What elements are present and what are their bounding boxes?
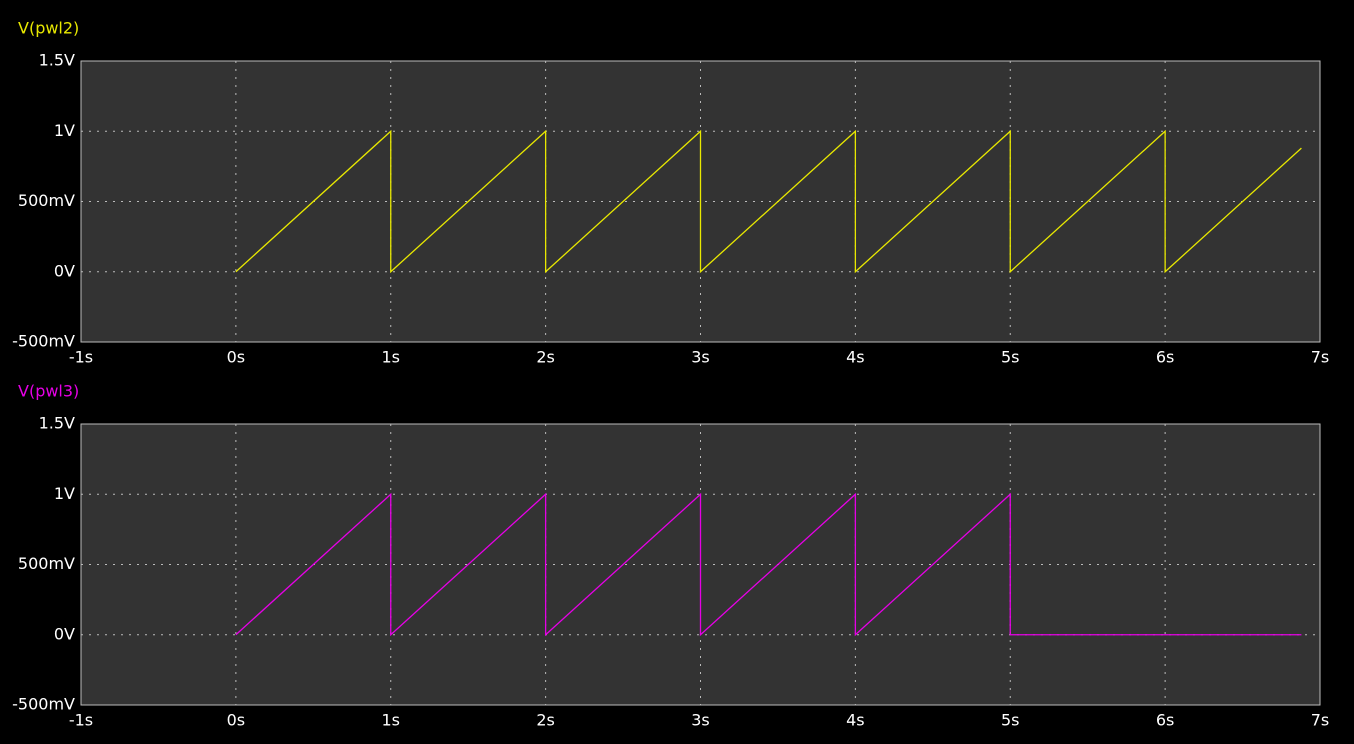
y-tick-label: 0V	[54, 624, 75, 643]
y-tick-label: 0V	[54, 261, 75, 280]
trace	[235, 492, 1302, 637]
y-tick-label: 500mV	[18, 191, 75, 210]
y-tick-label: 1V	[54, 121, 75, 140]
y-tick-label: -500mV	[12, 332, 75, 351]
x-tick-label: 2s	[536, 711, 555, 730]
x-tick-label: 3s	[691, 711, 710, 730]
x-tick-label: 7s	[1311, 348, 1330, 367]
x-tick-label: 1s	[381, 711, 400, 730]
x-tick-label: 3s	[691, 348, 710, 367]
x-tick-label: 6s	[1156, 711, 1175, 730]
x-tick-label: -1s	[69, 348, 93, 367]
trace-label: V(pwl3)	[18, 382, 79, 401]
x-tick-label: 0s	[227, 348, 246, 367]
x-tick-label: 1s	[381, 348, 400, 367]
x-tick-label: -1s	[69, 711, 93, 730]
y-tick-label: -500mV	[12, 695, 75, 714]
x-tick-label: 5s	[1001, 348, 1020, 367]
y-tick-label: 1V	[54, 484, 75, 503]
y-tick-label: 1.5V	[39, 414, 75, 433]
x-tick-label: 4s	[846, 711, 865, 730]
y-tick-label: 1.5V	[39, 51, 75, 70]
y-tick-label: 500mV	[18, 554, 75, 573]
x-tick-label: 7s	[1311, 711, 1330, 730]
x-tick-label: 5s	[1001, 711, 1020, 730]
x-tick-label: 4s	[846, 348, 865, 367]
x-tick-label: 6s	[1156, 348, 1175, 367]
x-tick-label: 0s	[227, 711, 246, 730]
x-tick-label: 2s	[536, 348, 555, 367]
trace	[235, 129, 1302, 274]
trace-label: V(pwl2)	[18, 19, 79, 38]
